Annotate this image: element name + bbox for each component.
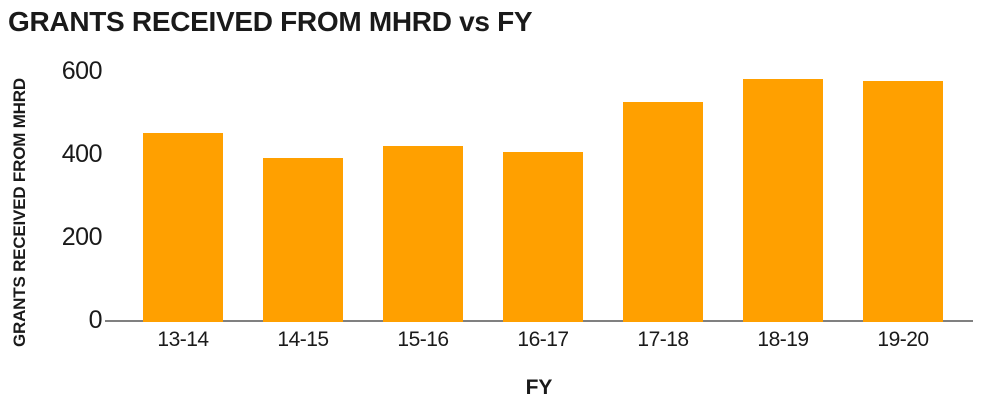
- bar-16-17: [503, 151, 583, 322]
- bar-13-14: [143, 133, 223, 322]
- y-tick-label-0: 0: [88, 306, 103, 334]
- x-tick-label-15-16: 15-16: [397, 328, 449, 351]
- x-tick-label-14-15: 14-15: [277, 328, 329, 351]
- bar-14-15: [263, 158, 343, 322]
- x-axis-title: FY: [525, 376, 553, 399]
- x-tick-label-19-20: 19-20: [877, 328, 929, 351]
- x-tick-label-17-18: 17-18: [637, 328, 689, 351]
- y-tick-label-400: 400: [61, 140, 103, 168]
- bar-18-19: [743, 79, 823, 322]
- x-tick-label-13-14: 13-14: [157, 328, 209, 351]
- bar-17-18: [623, 102, 703, 322]
- y-tick-label-600: 600: [61, 57, 103, 85]
- bar-19-20: [863, 81, 943, 322]
- bar-15-16: [383, 145, 463, 322]
- x-tick-label-16-17: 16-17: [517, 328, 569, 351]
- chart-title: GRANTS RECEIVED FROM MHRD vs FY: [8, 6, 533, 37]
- y-tick-label-200: 200: [61, 223, 103, 251]
- x-tick-label-18-19: 18-19: [757, 328, 809, 351]
